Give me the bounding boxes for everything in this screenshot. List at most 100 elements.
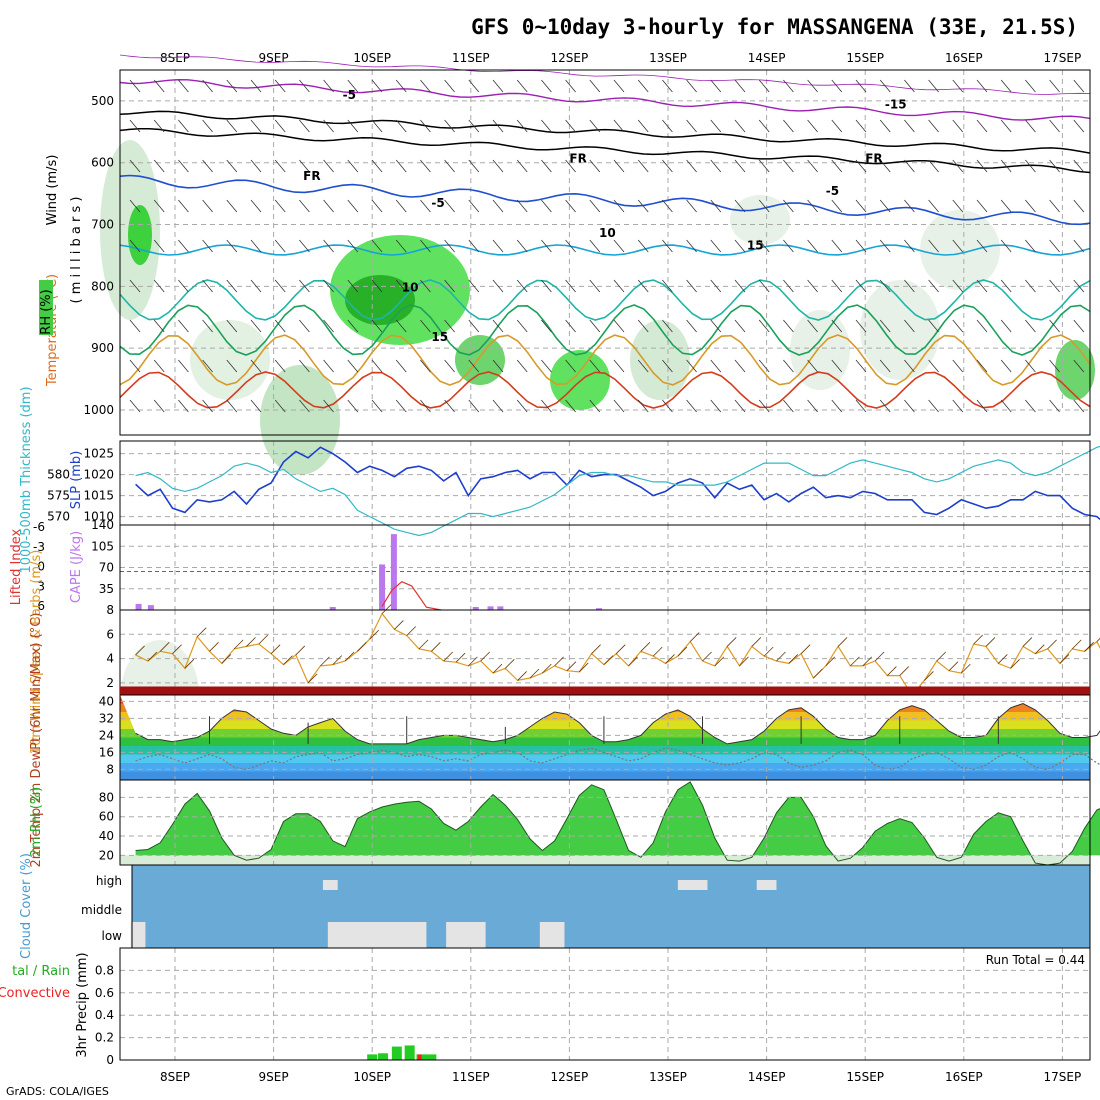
slp-line <box>135 446 1100 521</box>
y-tick-label: 500 <box>91 94 114 108</box>
wind-barb <box>323 199 334 213</box>
rh-base <box>120 855 1090 865</box>
wind-barb <box>1025 319 1036 333</box>
cloud-background <box>132 865 1090 948</box>
wind-barb <box>541 319 552 333</box>
legend-total-rain: tal / Rain <box>12 964 70 979</box>
wind-barb <box>734 399 746 413</box>
wind-barb <box>541 399 552 413</box>
wind-barb <box>202 399 213 413</box>
date-label-bottom: 16SEP <box>945 1070 983 1084</box>
wind-barb <box>855 279 867 293</box>
wind-barb <box>153 159 165 173</box>
wind-barb <box>1073 199 1085 213</box>
contour-label: FR <box>303 169 320 183</box>
wind-barb <box>904 239 915 253</box>
date-label-bottom: 15SEP <box>846 1070 884 1084</box>
wind-barb <box>153 319 165 333</box>
wind-barb <box>734 239 746 253</box>
wind-barb <box>1049 119 1060 133</box>
wind-barb <box>516 279 528 293</box>
panel-cloud: low middle high Cloud Cover (%) <box>19 853 1091 959</box>
cape-tick: 35 <box>99 582 114 596</box>
wind-barb <box>734 159 746 173</box>
wind-barb <box>800 644 811 654</box>
wind-barb <box>347 119 359 133</box>
wind-barb <box>1025 159 1036 173</box>
wind-barb <box>295 645 306 656</box>
wind-barb <box>1049 399 1060 413</box>
wind-barb <box>1000 239 1012 253</box>
cape-bar <box>329 606 336 610</box>
wind-barb <box>347 159 359 173</box>
wind-barb <box>613 359 625 373</box>
chart-title: GFS 0~10day 3-hourly for MASSANGENA (33E… <box>471 15 1078 39</box>
contour-label: 10 <box>599 226 616 240</box>
panel-frame <box>119 947 1091 1061</box>
wind-barb <box>492 663 503 674</box>
wind-barb <box>444 199 455 213</box>
wind-barb <box>468 279 480 293</box>
ylabel-cloud: Cloud Cover (%) <box>19 853 34 959</box>
contour-line-red <box>119 371 1091 409</box>
panel-frame <box>119 609 1091 696</box>
wind-barb <box>371 279 383 293</box>
precip-bar <box>426 1054 437 1060</box>
wind-barb <box>686 279 697 293</box>
wind-barb <box>628 656 638 667</box>
wind-barb <box>665 654 675 664</box>
wind-barb <box>226 359 238 373</box>
wind-barb <box>855 319 867 333</box>
wind-barb <box>492 119 504 133</box>
wind-barb <box>613 239 625 253</box>
wind-barb <box>904 199 915 213</box>
wind-barb <box>1000 119 1012 133</box>
cape-bar <box>595 608 602 610</box>
cape-tick: 105 <box>91 539 114 553</box>
date-label-top: 8SEP <box>160 51 190 65</box>
wind-barb <box>444 399 455 413</box>
wind-barb <box>1049 159 1060 173</box>
contour-line-orange <box>119 334 1091 386</box>
wind-barb <box>637 279 649 293</box>
wind-barb <box>831 359 843 373</box>
wind-barb <box>973 634 983 645</box>
wind-barb <box>825 656 836 667</box>
wind-barb <box>879 319 891 333</box>
wind-barb <box>952 399 964 413</box>
wind-barb <box>879 79 891 93</box>
wind-barb <box>541 279 552 293</box>
slp-tick: 1015 <box>83 489 114 503</box>
wind-barb <box>813 668 823 679</box>
wind-barb <box>1073 319 1085 333</box>
wind-barb <box>662 399 673 413</box>
wind-barb <box>603 655 614 665</box>
wind-barb <box>662 319 673 333</box>
date-label-bottom: 13SEP <box>649 1070 687 1084</box>
wind-barb <box>468 399 480 413</box>
wind-barb <box>976 79 988 93</box>
wind-barb <box>371 199 383 213</box>
wind-barb <box>541 119 552 133</box>
slp-tick: 1010 <box>83 510 114 524</box>
wind-barb <box>395 119 407 133</box>
wind-barb <box>565 279 576 293</box>
wind-barb <box>299 119 310 133</box>
wind-barb <box>928 359 939 373</box>
wind-barb <box>1049 319 1060 333</box>
cape-bar <box>487 606 494 610</box>
li-tick: 6 <box>37 599 45 613</box>
wind-barb <box>153 119 165 133</box>
wind-barb <box>976 239 988 253</box>
wind-barb <box>347 319 359 333</box>
cloud-tick: high <box>96 874 122 888</box>
wind-barb <box>1096 637 1100 642</box>
contour-label: -5 <box>343 88 356 102</box>
wind-barb <box>492 359 504 373</box>
y-tick-label: 900 <box>91 341 114 355</box>
wind-tick: 8 <box>106 603 114 617</box>
wind-barb <box>395 399 407 413</box>
wind-barb <box>129 79 141 93</box>
wind-barb <box>565 399 576 413</box>
